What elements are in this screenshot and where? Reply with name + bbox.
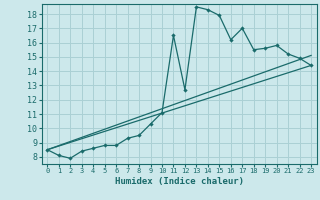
X-axis label: Humidex (Indice chaleur): Humidex (Indice chaleur)	[115, 177, 244, 186]
